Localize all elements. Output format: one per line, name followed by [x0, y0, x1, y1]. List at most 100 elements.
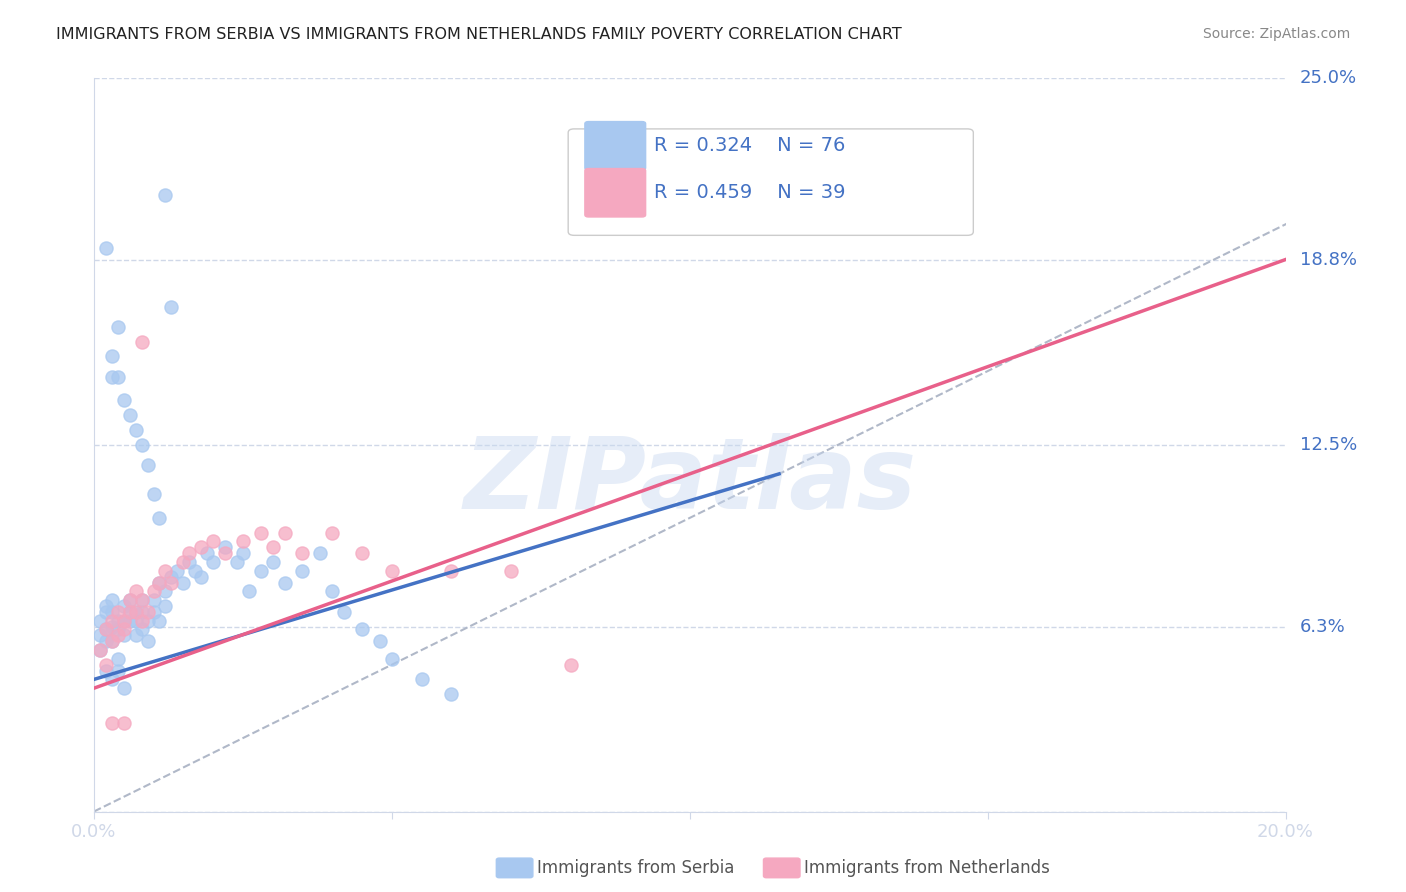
Point [214, 541, 236, 555]
Text: 25.0%: 25.0% [1299, 69, 1357, 87]
Point [172, 555, 194, 569]
Point [333, 605, 356, 619]
FancyBboxPatch shape [568, 129, 973, 235]
Point [291, 546, 314, 560]
Point [160, 569, 183, 583]
Point [94, 634, 117, 648]
Text: Immigrants from Netherlands: Immigrants from Netherlands [804, 859, 1050, 877]
Point [112, 614, 135, 628]
Point [309, 546, 332, 560]
Point [107, 652, 129, 666]
Point [166, 564, 188, 578]
Point [321, 584, 343, 599]
Point [112, 393, 135, 408]
Point [179, 555, 201, 569]
Point [124, 628, 146, 642]
Point [131, 605, 153, 619]
Point [148, 614, 170, 628]
Point [262, 541, 284, 555]
Point [155, 584, 177, 599]
Text: R = 0.324    N = 76: R = 0.324 N = 76 [654, 136, 845, 155]
Point [226, 555, 249, 569]
Point [184, 564, 207, 578]
Point [249, 525, 271, 540]
Point [112, 623, 135, 637]
Point [107, 605, 129, 619]
Point [273, 525, 295, 540]
Point [499, 564, 522, 578]
Point [107, 614, 129, 628]
Point [172, 575, 194, 590]
Point [148, 511, 170, 525]
Point [381, 652, 404, 666]
Point [238, 584, 260, 599]
Point [273, 575, 295, 590]
Point [131, 334, 153, 349]
Point [131, 593, 153, 607]
Point [101, 350, 124, 364]
Point [262, 555, 284, 569]
Point [118, 593, 141, 607]
Point [136, 614, 159, 628]
Point [190, 569, 212, 583]
Point [291, 564, 314, 578]
Point [195, 546, 218, 560]
Point [350, 546, 373, 560]
Point [118, 408, 141, 422]
Point [124, 423, 146, 437]
Point [101, 593, 124, 607]
Point [131, 593, 153, 607]
Point [112, 614, 135, 628]
Point [94, 664, 117, 678]
Text: 12.5%: 12.5% [1299, 435, 1357, 453]
Text: 6.3%: 6.3% [1299, 617, 1346, 635]
Point [155, 564, 177, 578]
Point [179, 546, 201, 560]
Point [232, 534, 254, 549]
Text: Source: ZipAtlas.com: Source: ZipAtlas.com [1202, 27, 1350, 41]
Point [142, 584, 165, 599]
Point [560, 657, 582, 672]
Point [89, 643, 111, 657]
Text: ZIPatlas: ZIPatlas [463, 433, 917, 530]
Text: R = 0.459    N = 39: R = 0.459 N = 39 [654, 183, 845, 202]
Point [440, 687, 463, 701]
Point [249, 564, 271, 578]
Point [101, 634, 124, 648]
Point [124, 584, 146, 599]
Point [107, 623, 129, 637]
Point [94, 241, 117, 255]
Point [214, 546, 236, 560]
Point [155, 188, 177, 202]
Point [112, 599, 135, 613]
Point [94, 657, 117, 672]
Point [101, 673, 124, 687]
Point [107, 664, 129, 678]
Point [107, 320, 129, 334]
Point [101, 634, 124, 648]
Point [131, 623, 153, 637]
Point [124, 605, 146, 619]
Point [190, 541, 212, 555]
Point [202, 555, 225, 569]
Point [381, 564, 404, 578]
Point [89, 643, 111, 657]
Text: IMMIGRANTS FROM SERBIA VS IMMIGRANTS FROM NETHERLANDS FAMILY POVERTY CORRELATION: IMMIGRANTS FROM SERBIA VS IMMIGRANTS FRO… [56, 27, 903, 42]
Point [142, 593, 165, 607]
Point [101, 370, 124, 384]
Point [321, 525, 343, 540]
Text: 18.8%: 18.8% [1299, 251, 1357, 268]
Point [94, 623, 117, 637]
Point [160, 300, 183, 314]
Point [112, 716, 135, 731]
Point [155, 599, 177, 613]
Point [148, 575, 170, 590]
Point [368, 634, 391, 648]
Point [118, 605, 141, 619]
Point [94, 599, 117, 613]
Point [440, 564, 463, 578]
Point [136, 458, 159, 472]
Point [124, 605, 146, 619]
Point [89, 614, 111, 628]
Point [124, 614, 146, 628]
